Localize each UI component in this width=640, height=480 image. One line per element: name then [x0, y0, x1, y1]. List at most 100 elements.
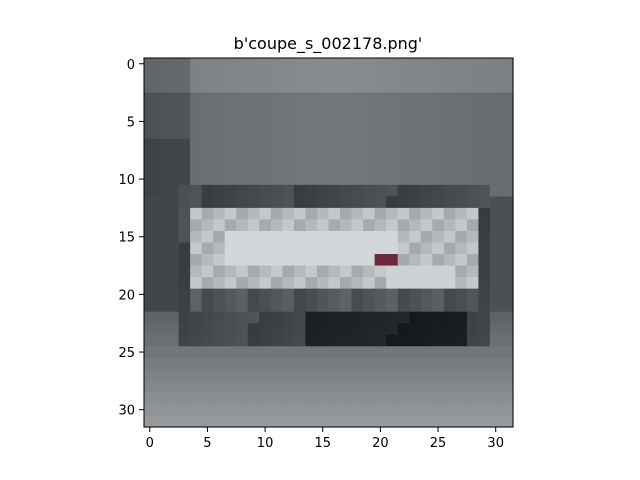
image-pixel: [432, 392, 445, 405]
image-pixel: [305, 403, 318, 417]
image-pixel: [282, 69, 295, 82]
image-pixel: [478, 323, 491, 336]
image-pixel: [167, 196, 180, 209]
image-pixel: [282, 288, 295, 301]
y-tick-label: 25: [118, 346, 135, 361]
image-pixel: [316, 58, 330, 71]
image-pixel: [340, 380, 353, 394]
image-pixel: [259, 392, 272, 405]
image-pixel: [213, 219, 226, 232]
image-pixel: [478, 242, 491, 255]
image-pixel: [443, 380, 456, 394]
image-pixel: [501, 219, 514, 232]
image-pixel: [466, 69, 480, 82]
image-pixel: [270, 334, 283, 347]
image-pixel: [340, 173, 353, 186]
image-pixel: [466, 265, 480, 278]
image-pixel: [259, 357, 272, 370]
image-pixel: [363, 288, 376, 301]
image-pixel: [489, 369, 503, 382]
image-pixel: [420, 242, 433, 255]
image-pixel: [363, 346, 376, 359]
image-pixel: [489, 288, 503, 301]
image-pixel: [455, 334, 468, 347]
image-pixel: [259, 173, 272, 186]
image-pixel: [478, 415, 491, 428]
image-pixel: [455, 58, 468, 71]
image-pixel: [155, 161, 168, 174]
image-pixel: [247, 219, 260, 232]
image-pixel: [224, 369, 237, 382]
image-pixel: [178, 323, 191, 336]
image-pixel: [167, 207, 180, 221]
image-pixel: [224, 138, 237, 151]
image-pixel: [443, 127, 456, 140]
image-pixel: [409, 380, 422, 394]
image-pixel: [282, 311, 295, 324]
image-pixel: [270, 115, 283, 128]
image-pixel: [409, 311, 422, 324]
image-pixel: [386, 230, 399, 244]
image-pixel: [409, 369, 422, 382]
image-pixel: [293, 254, 307, 267]
image-pixel: [190, 81, 203, 94]
image-pixel: [201, 311, 214, 324]
image-pixel: [501, 380, 514, 394]
image-pixel: [293, 323, 307, 336]
image-pixel: [409, 58, 422, 71]
image-pixel: [489, 265, 503, 278]
image-pixel: [386, 415, 399, 428]
x-tick-label: 5: [203, 436, 211, 451]
image-pixel: [144, 288, 157, 301]
x-tick-label: 0: [146, 436, 154, 451]
image-pixel: [351, 81, 364, 94]
image-pixel: [316, 127, 330, 140]
image-pixel: [236, 311, 249, 324]
image-pixel: [236, 300, 249, 313]
image-pixel: [316, 346, 330, 359]
image-pixel: [478, 184, 491, 197]
image-pixel: [213, 184, 226, 197]
image-pixel: [432, 81, 445, 94]
image-pixel: [455, 369, 468, 382]
x-tick-label: 10: [257, 436, 274, 451]
image-pixel: [316, 277, 330, 290]
image-pixel: [144, 184, 157, 197]
image-pixel: [167, 242, 180, 255]
axes-frame: [143, 57, 514, 428]
image-pixel: [282, 346, 295, 359]
image-pixel: [328, 311, 341, 324]
image-pixel: [190, 415, 203, 428]
image-pixel: [351, 380, 364, 394]
image-pixel: [201, 219, 214, 232]
image-pixel: [420, 334, 433, 347]
image-pixel: [386, 173, 399, 186]
image-pixel: [409, 92, 422, 105]
image-pixel: [305, 150, 318, 163]
image-pixel: [455, 380, 468, 394]
image-pixel: [236, 242, 249, 255]
image-pixel: [270, 242, 283, 255]
image-pixel: [201, 81, 214, 94]
image-pixel: [155, 58, 168, 71]
image-pixel: [190, 104, 203, 117]
image-pixel: [340, 311, 353, 324]
image-pixel: [167, 254, 180, 267]
image-pixel: [167, 277, 180, 290]
image-pixel: [201, 288, 214, 301]
image-pixel: [466, 323, 480, 336]
image-pixel: [270, 346, 283, 359]
image-pixel: [144, 207, 157, 221]
image-pixel: [466, 346, 480, 359]
image-pixel: [328, 104, 341, 117]
image-pixel: [213, 346, 226, 359]
image-pixel: [363, 392, 376, 405]
image-pixel: [167, 138, 180, 151]
image-pixel: [270, 81, 283, 94]
image-pixel: [270, 138, 283, 151]
image-pixel: [478, 104, 491, 117]
image-pixel: [201, 58, 214, 71]
image-pixel: [213, 403, 226, 417]
image-pixel: [340, 69, 353, 82]
image-pixel: [455, 415, 468, 428]
